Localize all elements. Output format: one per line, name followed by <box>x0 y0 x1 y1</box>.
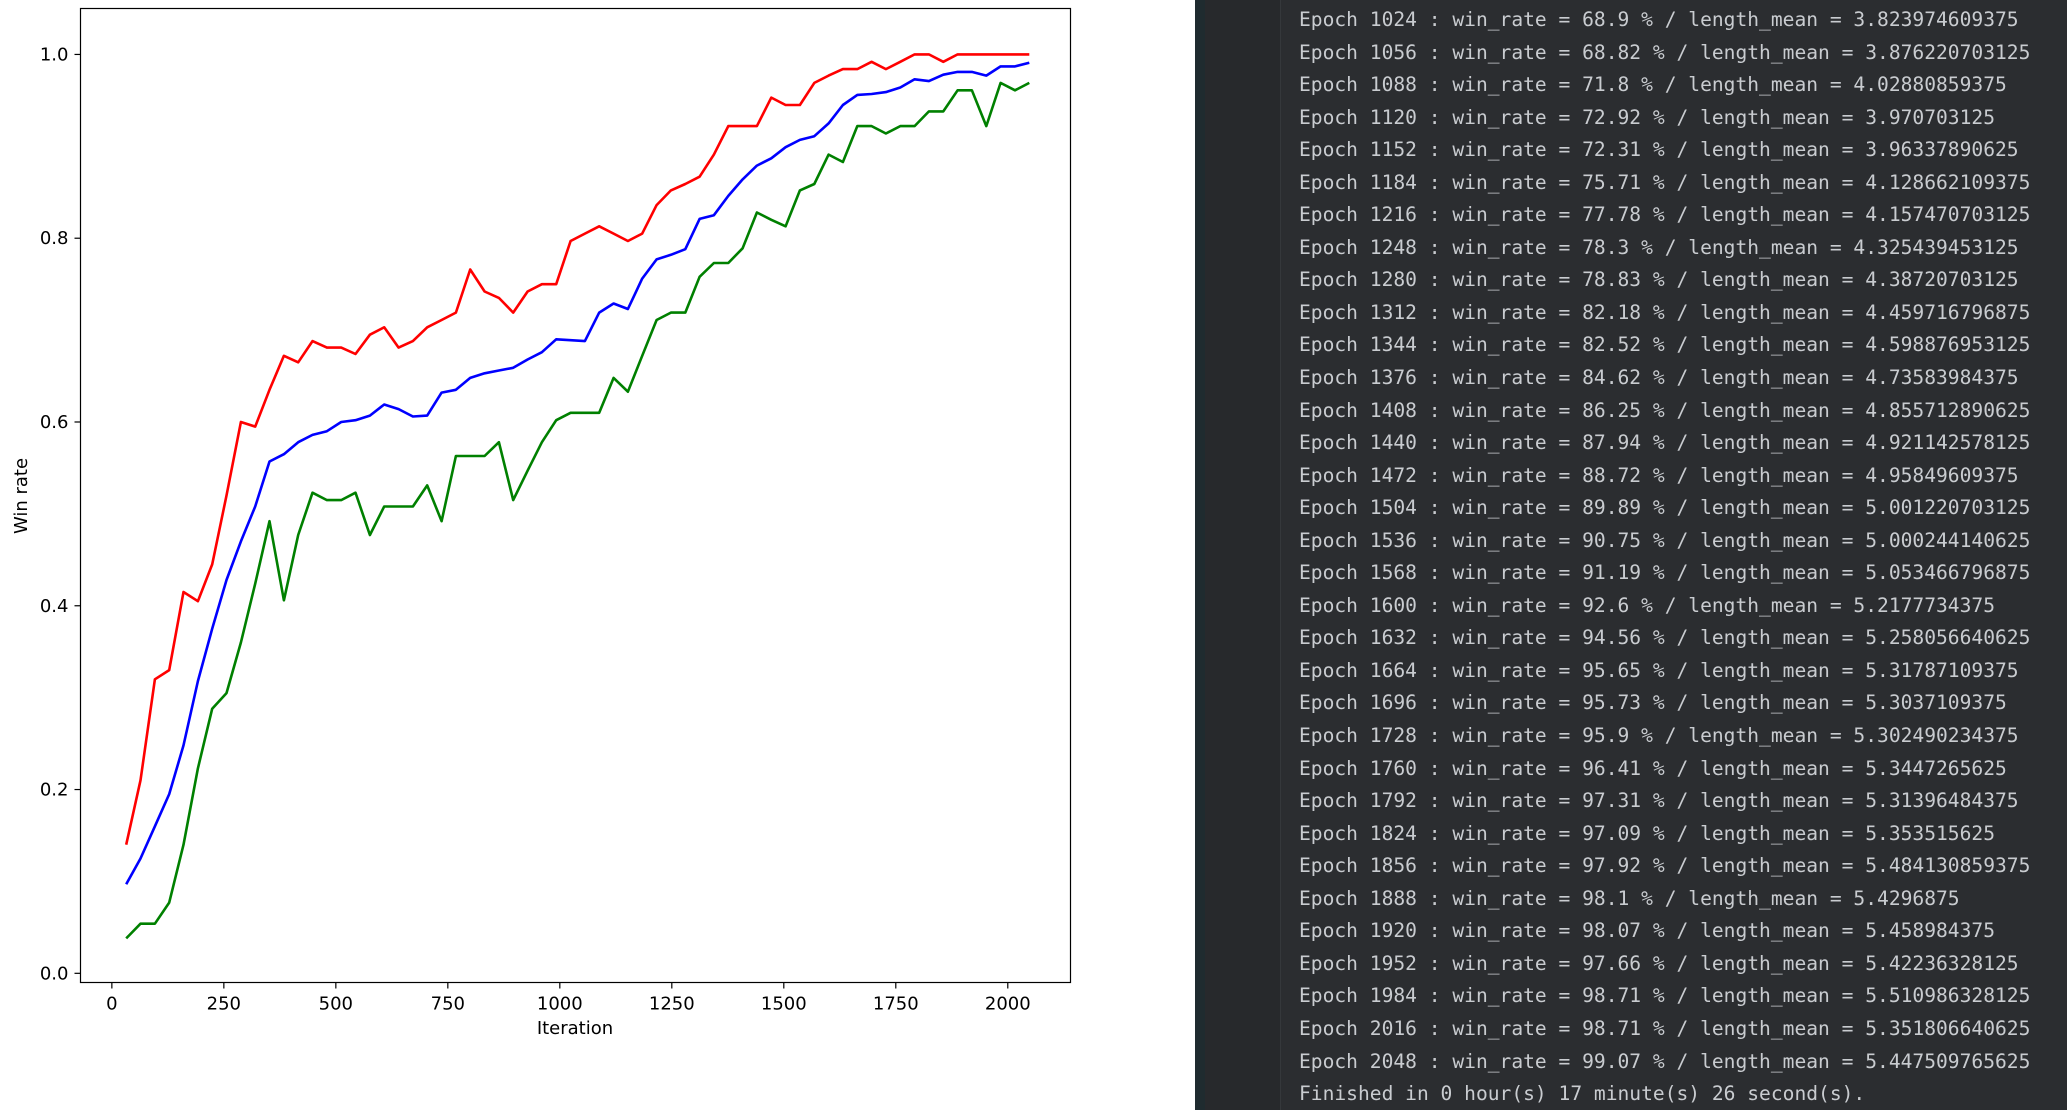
green-series-line <box>125 81 1030 940</box>
epoch-log-line: Epoch 1376 : win_rate = 84.62 % / length… <box>1299 366 2019 390</box>
epoch-log-line: Epoch 1312 : win_rate = 82.18 % / length… <box>1299 300 2031 324</box>
epoch-log-line: Epoch 1536 : win_rate = 90.75 % / length… <box>1299 528 2031 552</box>
epoch-log-line: Epoch 1056 : win_rate = 68.82 % / length… <box>1299 40 2031 64</box>
epoch-log-line: Epoch 1984 : win_rate = 98.71 % / length… <box>1299 984 2031 1008</box>
epoch-log-line: Epoch 1632 : win_rate = 94.56 % / length… <box>1299 626 2031 650</box>
x-tick-label: 2000 <box>985 994 1031 1015</box>
terminal-gutter <box>1205 0 1281 1110</box>
x-tick-label: 500 <box>319 994 353 1015</box>
epoch-log-line: Epoch 1280 : win_rate = 78.83 % / length… <box>1299 268 2019 292</box>
epoch-log-line: Epoch 1824 : win_rate = 97.09 % / length… <box>1299 821 1995 845</box>
y-tick-label: 0.8 <box>40 228 69 249</box>
x-tick-label: 1500 <box>761 994 807 1015</box>
x-axis-ticks: 0 250 500 750 1000 1250 1500 1750 2000 <box>106 982 1031 1015</box>
epoch-log-line: Epoch 2048 : win_rate = 99.07 % / length… <box>1299 1049 2031 1073</box>
epoch-log-line: Epoch 1696 : win_rate = 95.73 % / length… <box>1299 691 2007 715</box>
terminal-output-panel[interactable]: Epoch 1024 : win_rate = 68.9 % / length_… <box>1205 0 2067 1110</box>
epoch-log-line: Epoch 1120 : win_rate = 72.92 % / length… <box>1299 105 1995 129</box>
y-axis-ticks: 0.0 0.2 0.4 0.6 0.8 1.0 <box>40 44 81 984</box>
epoch-log-line: Epoch 1472 : win_rate = 88.72 % / length… <box>1299 463 2019 487</box>
epoch-log-line: Epoch 1248 : win_rate = 78.3 % / length_… <box>1299 235 2019 259</box>
epoch-log-line: Epoch 1664 : win_rate = 95.65 % / length… <box>1299 658 2019 682</box>
epoch-log-line: Epoch 1760 : win_rate = 96.41 % / length… <box>1299 756 2007 780</box>
x-axis-label: Iteration <box>537 1018 613 1039</box>
y-tick-label: 1.0 <box>40 44 69 65</box>
x-tick-label: 1750 <box>873 994 919 1015</box>
y-tick-label: 0.6 <box>40 412 69 433</box>
epoch-log-line: Epoch 1728 : win_rate = 95.9 % / length_… <box>1299 724 2019 748</box>
epoch-log-line: Epoch 1792 : win_rate = 97.31 % / length… <box>1299 789 2019 813</box>
epoch-log-line: Epoch 1504 : win_rate = 89.89 % / length… <box>1299 496 2031 520</box>
epoch-log-line: Epoch 1184 : win_rate = 75.71 % / length… <box>1299 170 2031 194</box>
blue-series-line <box>125 61 1030 885</box>
win-rate-chart: 0.0 0.2 0.4 0.6 0.8 1.0 0 250 500 750 1000 1250 150… <box>11 7 1072 1039</box>
epoch-log-line: Epoch 1888 : win_rate = 98.1 % / length_… <box>1299 886 1960 910</box>
y-tick-label: 0.4 <box>40 596 69 617</box>
plot-frame <box>79 7 1072 984</box>
red-series-line <box>124 53 1030 845</box>
y-axis-label: Win rate <box>11 458 32 534</box>
epoch-log-line: Epoch 1920 : win_rate = 98.07 % / length… <box>1299 919 1995 943</box>
x-tick-label: 1250 <box>649 994 695 1015</box>
finish-message: Finished in 0 hour(s) 17 minute(s) 26 se… <box>1299 1082 1866 1106</box>
plot-panel: 0.0 0.2 0.4 0.6 0.8 1.0 0 250 500 750 1000 1250 150… <box>11 7 1072 1039</box>
epoch-log-line: Epoch 1152 : win_rate = 72.31 % / length… <box>1299 138 2019 162</box>
series-lines <box>124 53 1030 940</box>
epoch-log-line: Epoch 1568 : win_rate = 91.19 % / length… <box>1299 561 2031 585</box>
epoch-log-line: Epoch 1408 : win_rate = 86.25 % / length… <box>1299 398 2031 422</box>
epoch-log-line: Epoch 1440 : win_rate = 87.94 % / length… <box>1299 431 2031 455</box>
x-tick-label: 0 <box>106 994 117 1015</box>
terminal-log: Epoch 1024 : win_rate = 68.9 % / length_… <box>1299 4 2067 1111</box>
y-tick-label: 0.0 <box>40 963 69 984</box>
epoch-log-line: Epoch 1952 : win_rate = 97.66 % / length… <box>1299 951 2019 975</box>
x-tick-label: 750 <box>431 994 465 1015</box>
epoch-log-line: Epoch 1024 : win_rate = 68.9 % / length_… <box>1299 8 2019 31</box>
epoch-log-line: Epoch 2016 : win_rate = 98.71 % / length… <box>1299 1016 2031 1040</box>
y-tick-label: 0.2 <box>40 780 69 801</box>
epoch-log-line: Epoch 1216 : win_rate = 77.78 % / length… <box>1299 203 2031 227</box>
x-tick-label: 250 <box>207 994 241 1015</box>
x-tick-label: 1000 <box>537 994 583 1015</box>
window-divider <box>1195 0 1205 1110</box>
epoch-log-line: Epoch 1088 : win_rate = 71.8 % / length_… <box>1299 73 2007 97</box>
epoch-log-line: Epoch 1344 : win_rate = 82.52 % / length… <box>1299 333 2031 357</box>
epoch-log-line: Epoch 1600 : win_rate = 92.6 % / length_… <box>1299 593 1995 617</box>
epoch-log-line: Epoch 1856 : win_rate = 97.92 % / length… <box>1299 854 2031 878</box>
